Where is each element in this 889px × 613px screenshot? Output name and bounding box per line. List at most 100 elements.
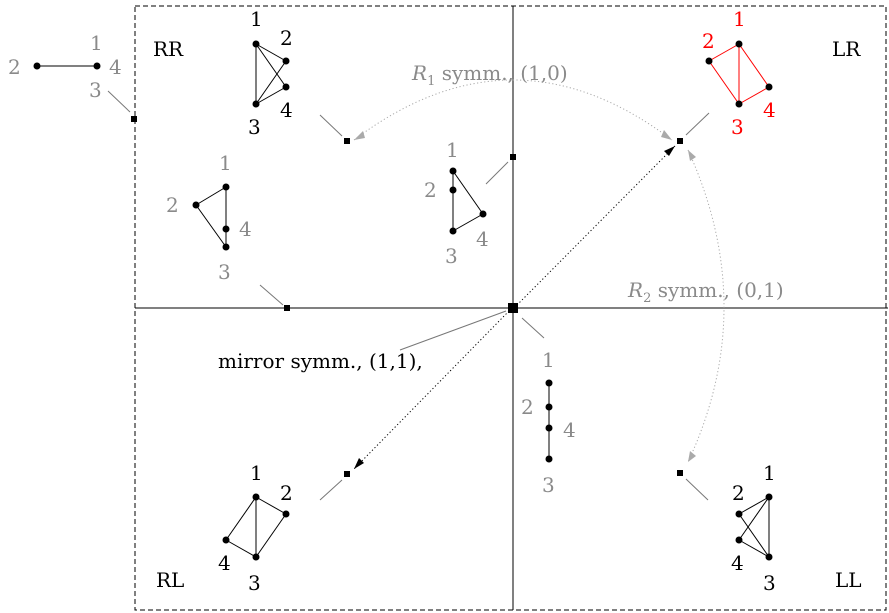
r1-subscript: 1	[427, 74, 435, 89]
node-label-3: 3	[248, 115, 261, 139]
graph-edge	[225, 496, 257, 541]
graph-node	[222, 183, 230, 191]
graph-node	[252, 100, 260, 108]
marker-rr	[344, 138, 350, 144]
marker-frame-left	[131, 116, 137, 122]
quadrant-label-rl: RL	[156, 568, 184, 592]
graph-node	[282, 510, 290, 518]
graph-edge	[452, 213, 484, 232]
node-label-3: 3	[542, 473, 555, 497]
node-label-4: 4	[280, 98, 293, 122]
node-label-4: 4	[731, 551, 744, 575]
graph-node	[93, 62, 101, 70]
node-label-1: 1	[542, 348, 555, 372]
node-label-3: 3	[731, 115, 744, 139]
graph-edge	[255, 43, 287, 88]
graph-node	[735, 536, 743, 544]
graph-node	[252, 493, 260, 501]
graph-ll: 1 2 4 3	[731, 461, 776, 595]
graph-upper-middle: 1 2 3 4	[424, 138, 489, 268]
leader-lr	[685, 112, 710, 136]
node-label-1: 1	[219, 151, 232, 175]
r2-arrowhead-bottom	[688, 451, 696, 462]
mirror-diagonal-upper	[516, 145, 676, 306]
graph-edge	[255, 43, 287, 62]
r1-text: symm., (1,0)	[435, 61, 567, 85]
quadrant-label-lr: LR	[832, 37, 861, 61]
node-label-2: 2	[521, 395, 534, 419]
mirror-diagonal-lower	[353, 310, 510, 470]
mirror-symmetry-label: mirror symm., (1,1),	[218, 349, 423, 373]
node-label-3: 3	[445, 244, 458, 268]
leader-frame-left	[107, 90, 131, 113]
leader-axis-top	[485, 161, 509, 185]
node-label-1: 1	[446, 138, 459, 162]
node-label-2: 2	[732, 481, 745, 505]
quadrant-label-ll: LL	[835, 568, 862, 592]
r2-subscript: 2	[643, 291, 651, 306]
graph-rl: 1 2 4 3	[218, 461, 293, 595]
graph-node	[192, 201, 200, 209]
node-label-3: 3	[89, 78, 102, 102]
graph-outside-left: 2 1 4 3	[8, 31, 122, 102]
leader-rr	[319, 114, 343, 137]
graph-node	[765, 493, 773, 501]
marker-axis-left	[284, 305, 290, 311]
graph-node	[765, 83, 773, 91]
node-label-1: 1	[90, 31, 103, 55]
node-label-2: 2	[280, 481, 293, 505]
graph-rr: 1 2 3 4	[248, 7, 293, 139]
marker-lr	[677, 138, 683, 144]
node-label-1: 1	[763, 461, 776, 485]
r2-symbol: R	[627, 278, 643, 302]
r1-arrowhead-left	[354, 131, 365, 140]
graph-node	[735, 510, 743, 518]
node-label-2: 2	[702, 29, 715, 53]
graph-node	[252, 40, 260, 48]
graph-edge	[738, 539, 770, 558]
leader-origin-lower-right	[521, 317, 545, 339]
graph-node	[449, 186, 457, 194]
graph-node	[765, 553, 773, 561]
graph-node	[735, 40, 743, 48]
r1-symmetry-label: R1 symm., (1,0)	[411, 61, 568, 89]
r2-symmetry-arc	[687, 149, 725, 463]
graph-edge	[452, 170, 484, 215]
node-label-2: 2	[280, 26, 293, 50]
r2-text: symm., (0,1)	[651, 278, 783, 302]
leader-ll	[685, 478, 709, 501]
graph-edge	[738, 496, 770, 515]
marker-axis-top	[510, 154, 516, 160]
graph-edge	[708, 43, 740, 62]
graph-node	[545, 403, 553, 411]
node-label-4: 4	[109, 55, 122, 79]
node-label-1: 1	[250, 7, 263, 31]
leader-lines	[107, 90, 710, 501]
leader-axis-left	[259, 284, 284, 306]
node-label-2: 2	[166, 193, 179, 217]
graph-left-middle: 1 2 4 3	[166, 151, 252, 284]
graph-node	[479, 210, 487, 218]
marker-rl	[344, 471, 350, 477]
graph-lower-middle: 1 2 4 3	[521, 348, 576, 497]
node-label-4: 4	[563, 418, 576, 442]
mirror-arrowhead-lower	[354, 458, 364, 469]
graph-node	[222, 225, 230, 233]
r2-arrowhead-top	[688, 150, 696, 161]
r2-symmetry-label: R2 symm., (0,1)	[627, 278, 784, 306]
graph-node	[545, 424, 553, 432]
graph-node	[449, 167, 457, 175]
leader-origin-lower-left	[399, 310, 507, 351]
graph-node	[735, 100, 743, 108]
node-label-2: 2	[8, 55, 21, 79]
graph-edge	[255, 496, 287, 515]
quadrant-label-rr: RR	[153, 37, 184, 61]
leader-rl	[319, 479, 343, 501]
node-label-3: 3	[248, 571, 261, 595]
mirror-arrowhead-upper	[664, 146, 675, 156]
graph-edge	[738, 496, 770, 541]
node-label-4: 4	[239, 217, 252, 241]
graph-edge	[255, 86, 287, 105]
r1-arrowhead-right	[661, 130, 672, 140]
